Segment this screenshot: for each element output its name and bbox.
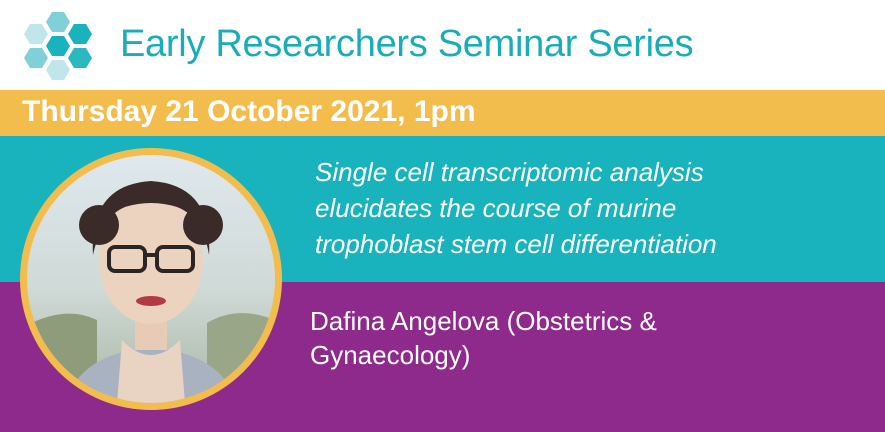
talk-title-line: trophoblast stem cell differentiation <box>315 229 717 259</box>
event-date: Thursday 21 October 2021, 1pm <box>22 95 476 128</box>
date-band: Thursday 21 October 2021, 1pm <box>0 90 885 136</box>
talk-title: Single cell transcriptomic analysis eluc… <box>315 154 875 262</box>
page-title: Early Researchers Seminar Series <box>120 23 694 65</box>
header: Early Researchers Seminar Series <box>0 0 885 90</box>
speaker-portrait <box>27 155 275 403</box>
talk-title-line: Single cell transcriptomic analysis <box>315 157 704 187</box>
hexagon-cluster-logo-icon <box>24 12 92 80</box>
speaker-name: Dafina Angelova (Obstetrics & Gynaecolog… <box>310 304 870 372</box>
talk-title-line: elucidates the course of murine <box>315 193 677 223</box>
speaker-line: Dafina Angelova (Obstetrics & <box>310 306 657 336</box>
speaker-line: Gynaecology) <box>310 340 471 370</box>
speaker-photo <box>20 148 282 410</box>
